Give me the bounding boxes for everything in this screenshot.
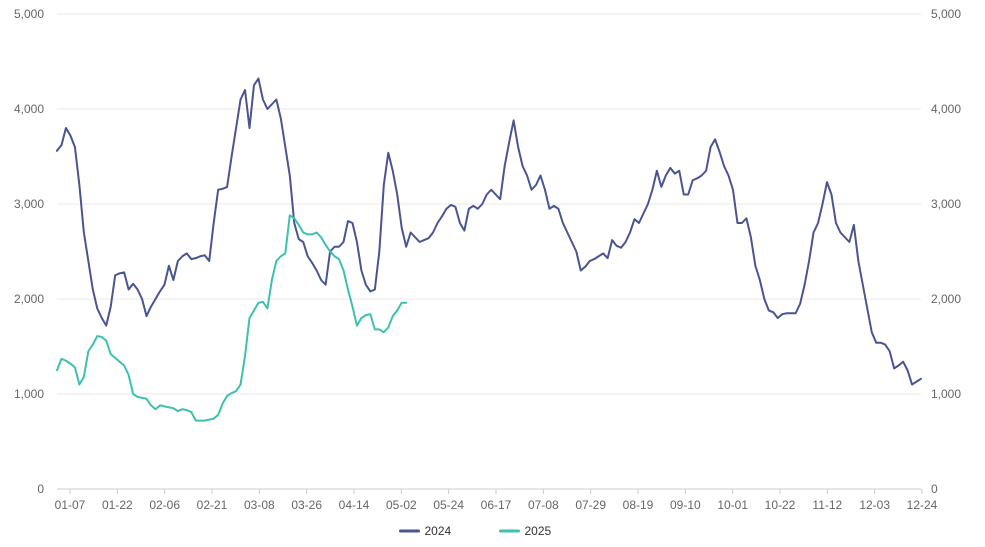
x-tick-label: 01-07 <box>55 498 86 512</box>
x-tick-label: 02-21 <box>197 498 228 512</box>
x-tick-label: 06-17 <box>481 498 512 512</box>
y-tick-label-right: 5,000 <box>931 7 961 21</box>
y-tick-label-left: 1,000 <box>14 387 44 401</box>
y-tick-label-left: 5,000 <box>14 7 44 21</box>
x-tick-label: 02-06 <box>149 498 180 512</box>
x-tick-label: 11-12 <box>812 498 842 512</box>
y-tick-label-left: 4,000 <box>14 102 44 116</box>
series-line-2024 <box>56 77 922 386</box>
x-tick-label: 10-22 <box>765 498 796 512</box>
y-tick-label-right: 0 <box>931 482 938 496</box>
x-tick-label: 04-14 <box>339 498 370 512</box>
x-tick-label: 12-03 <box>859 498 890 512</box>
x-tick-label: 03-08 <box>244 498 275 512</box>
x-tick-label: 05-02 <box>386 498 417 512</box>
x-tick-label: 05-24 <box>433 498 464 512</box>
y-tick-label-right: 3,000 <box>931 197 961 211</box>
legend-label-2024: 2024 <box>425 524 452 538</box>
y-tick-label-right: 2,000 <box>931 292 961 306</box>
y-tick-label-left: 0 <box>37 482 44 496</box>
x-axis: 01-07 01-22 02-06 02-21 03-08 03-26 04-14 05-02… <box>55 489 938 512</box>
x-tick-label: 01-22 <box>102 498 133 512</box>
legend-label-2025: 2025 <box>525 524 552 538</box>
x-tick-label: 03-26 <box>291 498 322 512</box>
y-tick-label-right: 1,000 <box>931 387 961 401</box>
x-tick-label: 09-10 <box>670 498 701 512</box>
gridlines <box>57 13 921 490</box>
series-lines <box>56 77 922 422</box>
y-axis-left: 0 1,000 2,000 3,000 4,000 5,000 <box>14 7 44 496</box>
x-tick-label: 08-19 <box>623 498 654 512</box>
legend: 2024 2025 <box>399 524 552 538</box>
x-tick-label: 07-29 <box>575 498 606 512</box>
y-tick-label-left: 3,000 <box>14 197 44 211</box>
x-tick-label: 07-08 <box>528 498 559 512</box>
x-tick-label: 12-24 <box>907 498 938 512</box>
x-tick-label: 10-01 <box>717 498 748 512</box>
y-tick-label-left: 2,000 <box>14 292 44 306</box>
y-tick-label-right: 4,000 <box>931 102 961 116</box>
series-line-2025 <box>56 214 408 422</box>
y-axis-right: 0 1,000 2,000 3,000 4,000 5,000 <box>931 7 961 496</box>
